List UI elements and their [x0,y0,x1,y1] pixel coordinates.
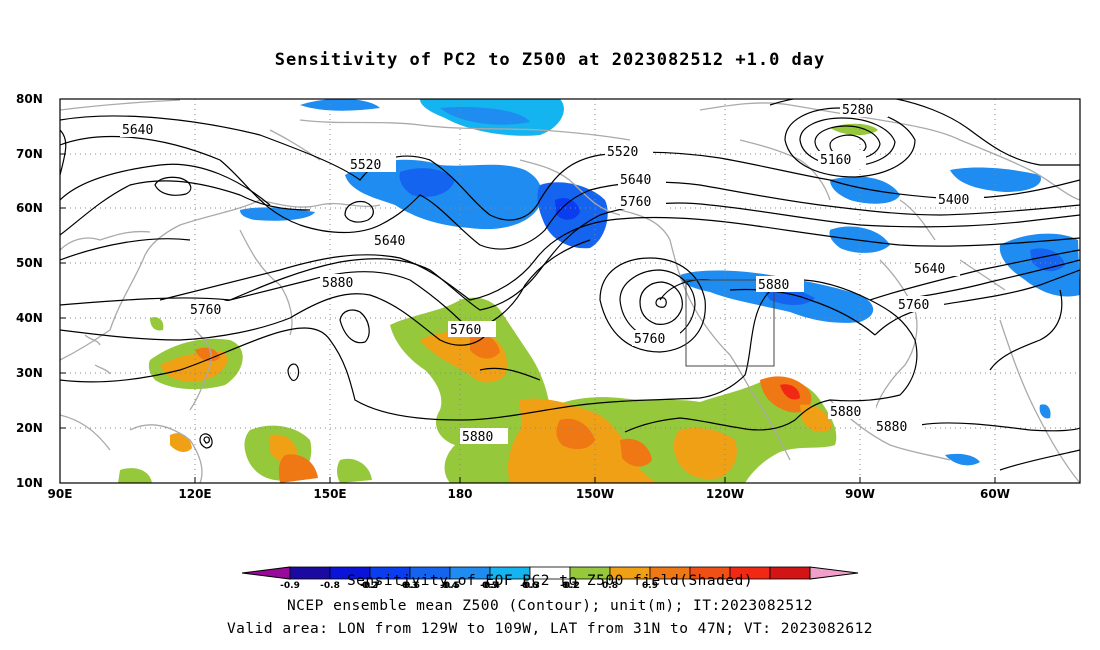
valid-area-box [685,279,775,367]
tick-marks [60,98,996,483]
z500-contours [60,99,1080,471]
colorbar-segments [241,566,859,580]
contour-label: 5640 [914,262,945,277]
footer-line-3: Valid area: LON from 129W to 109W, LAT f… [226,621,874,637]
negative-region [1039,404,1051,419]
negative-region [945,453,980,466]
positive-region [337,458,372,483]
contour-label: 5280 [842,103,873,118]
shaded-field [118,99,1080,483]
lat-label: 80N [16,92,43,106]
positive-region [278,454,318,483]
contour-label: 5160 [820,153,851,168]
positive-region [556,418,595,450]
footer-line-1: Sensitivity of EOF PC2 to Z500 field(Sha… [346,573,754,589]
lat-label: 20N [16,421,43,435]
positive-region [673,428,737,480]
lon-label: 90W [845,487,875,501]
negative-region [345,159,542,230]
lat-label: 40N [16,311,43,325]
colorbar-label: -0.7 [360,581,380,590]
positive-region [470,333,500,359]
negative-region [399,168,455,197]
lat-label: 70N [16,147,43,161]
positive-region [830,123,878,136]
lon-label: 90E [48,487,73,501]
colorbar-label: -0.6 [400,581,420,590]
colorbar-label: -0.2 [560,581,580,590]
colorbar-label: 0.6 [522,581,538,590]
map-title: Sensitivity of PC2 to Z500 at 2023082512… [274,50,826,70]
colorbar-label: -0.3 [520,581,540,590]
contour-label: 5760 [620,195,651,210]
colorbar-label: 0.3 [402,581,418,590]
footer-line-2: NCEP ensemble mean Z500 (Contour); unit(… [286,598,814,614]
negative-region [300,99,380,111]
lon-label: 150E [313,487,346,501]
lat-label: 60N [16,201,43,215]
colorbar-label: 0.8 [602,581,618,590]
contour-label: 5400 [938,193,969,208]
lon-label: 120E [178,487,211,501]
positive-region [150,317,164,331]
colorbar-label: 0.4 [442,581,458,590]
colorbar: -0.9 -0.8 -0.7 -0.6 -0.5 -0.4 -0.3 -0.2 0.2 0.3 0.… [241,566,859,590]
contour-label: 5880 [830,405,861,420]
negative-region [440,106,530,125]
contour-label: 5760 [634,332,665,347]
positive-region [620,438,652,467]
contour-label: 5640 [374,234,405,249]
contour-label: 5760 [190,303,221,318]
contour-label: 5880 [876,420,907,435]
lon-label: 150W [576,487,614,501]
positive-region [780,384,800,400]
contour-label: 5880 [462,430,493,445]
contour-label: 5520 [607,145,638,160]
contour-labels: 5640 5520 5640 5880 5760 5760 5880 5520 … [120,101,984,445]
lat-label: 10N [16,476,43,490]
negative-region [555,198,580,220]
sensitivity-map: 5640 5520 5640 5880 5760 5760 5880 5520 … [16,92,1081,501]
lon-label: 120W [706,487,744,501]
latitude-labels: 80N 70N 60N 50N 40N 30N 20N 10N [16,92,43,490]
colorbar-label: -0.9 [280,581,300,590]
colorbar-label: 0.5 [482,581,498,590]
plot-frame [59,98,1081,484]
colorbar-labels: -0.9 -0.8 -0.7 -0.6 -0.5 -0.4 -0.3 -0.2 0.2 0.3 0.… [280,581,658,590]
contour-label: 5760 [450,323,481,338]
positive-region [800,404,832,433]
lon-label: 180 [447,487,472,501]
negative-region [830,176,900,204]
lat-label: 50N [16,256,43,270]
positive-region [195,347,220,362]
contour-label: 5520 [350,158,381,173]
colorbar-label: 0.2 [362,581,378,590]
longitude-labels: 90E 120E 150E 180 150W 120W 90W 60W [48,487,1010,501]
contour-label: 5760 [898,298,929,313]
contour-label: 5880 [322,276,353,291]
contour-label: 5640 [122,123,153,138]
contour-label: 5640 [620,173,651,188]
colorbar-end-high [809,566,859,580]
colorbar-label: -0.5 [440,581,460,590]
lon-label: 60W [980,487,1010,501]
positive-region [118,468,152,483]
colorbar-label: -0.4 [480,581,500,590]
colorbar-label: 0.7 [562,581,578,590]
colorbar-label: 0.9 [642,581,658,590]
contour-label: 5880 [758,278,789,293]
colorbar-label: -0.8 [320,581,340,590]
lat-label: 30N [16,366,43,380]
positive-region [170,433,192,452]
